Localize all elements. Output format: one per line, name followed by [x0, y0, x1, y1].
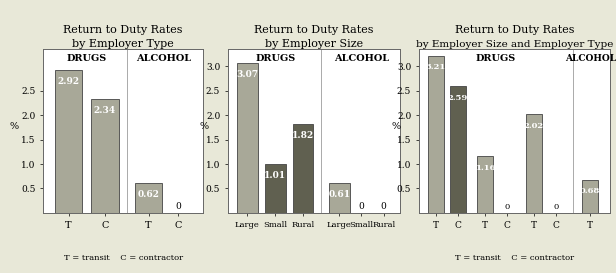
- Text: 0: 0: [381, 202, 387, 211]
- Text: 0: 0: [359, 202, 364, 211]
- Text: ALCOHOL: ALCOHOL: [334, 54, 389, 63]
- Bar: [135, 183, 163, 213]
- Text: DRUGS: DRUGS: [476, 54, 516, 63]
- Text: 2.59: 2.59: [448, 94, 468, 102]
- Text: Return to Duty Rates: Return to Duty Rates: [254, 25, 374, 35]
- Text: 0: 0: [175, 202, 180, 211]
- Text: by Employer Type: by Employer Type: [72, 39, 174, 49]
- Text: T = transit    C = contractor: T = transit C = contractor: [63, 254, 183, 262]
- Text: 0.61: 0.61: [328, 191, 351, 200]
- Bar: [450, 86, 466, 213]
- Text: DRUGS: DRUGS: [255, 54, 295, 63]
- Text: 0.68: 0.68: [580, 187, 601, 195]
- Y-axis label: %: %: [199, 122, 208, 131]
- Text: 2.02: 2.02: [524, 121, 544, 129]
- Bar: [329, 183, 350, 213]
- Text: 1.01: 1.01: [264, 171, 286, 180]
- Bar: [265, 164, 286, 213]
- Text: 0: 0: [553, 203, 559, 211]
- Text: DRUGS: DRUGS: [67, 54, 107, 63]
- Y-axis label: %: %: [10, 122, 19, 131]
- Bar: [293, 124, 314, 213]
- Text: T = transit    C = contractor: T = transit C = contractor: [455, 254, 574, 262]
- Text: Return to Duty Rates: Return to Duty Rates: [455, 25, 574, 35]
- Text: 1.16: 1.16: [475, 164, 495, 171]
- Text: 3.21: 3.21: [426, 63, 446, 71]
- Bar: [526, 114, 541, 213]
- Text: 0.62: 0.62: [138, 190, 160, 199]
- Text: ALCOHOL: ALCOHOL: [565, 54, 616, 63]
- Bar: [477, 156, 493, 213]
- Text: by Employer Size: by Employer Size: [265, 39, 363, 49]
- Bar: [55, 70, 83, 213]
- Text: by Employer Size and Employer Type: by Employer Size and Employer Type: [416, 40, 613, 49]
- Text: 2.34: 2.34: [94, 106, 116, 115]
- Bar: [583, 180, 598, 213]
- Bar: [237, 63, 258, 213]
- Bar: [91, 99, 119, 213]
- Text: 0: 0: [505, 203, 509, 211]
- Text: 3.07: 3.07: [237, 70, 258, 79]
- Bar: [428, 56, 444, 213]
- Text: 1.82: 1.82: [292, 131, 314, 140]
- Text: 2.92: 2.92: [57, 78, 79, 87]
- Y-axis label: %: %: [391, 122, 400, 131]
- Text: ALCOHOL: ALCOHOL: [136, 54, 191, 63]
- Text: Return to Duty Rates: Return to Duty Rates: [63, 25, 183, 35]
